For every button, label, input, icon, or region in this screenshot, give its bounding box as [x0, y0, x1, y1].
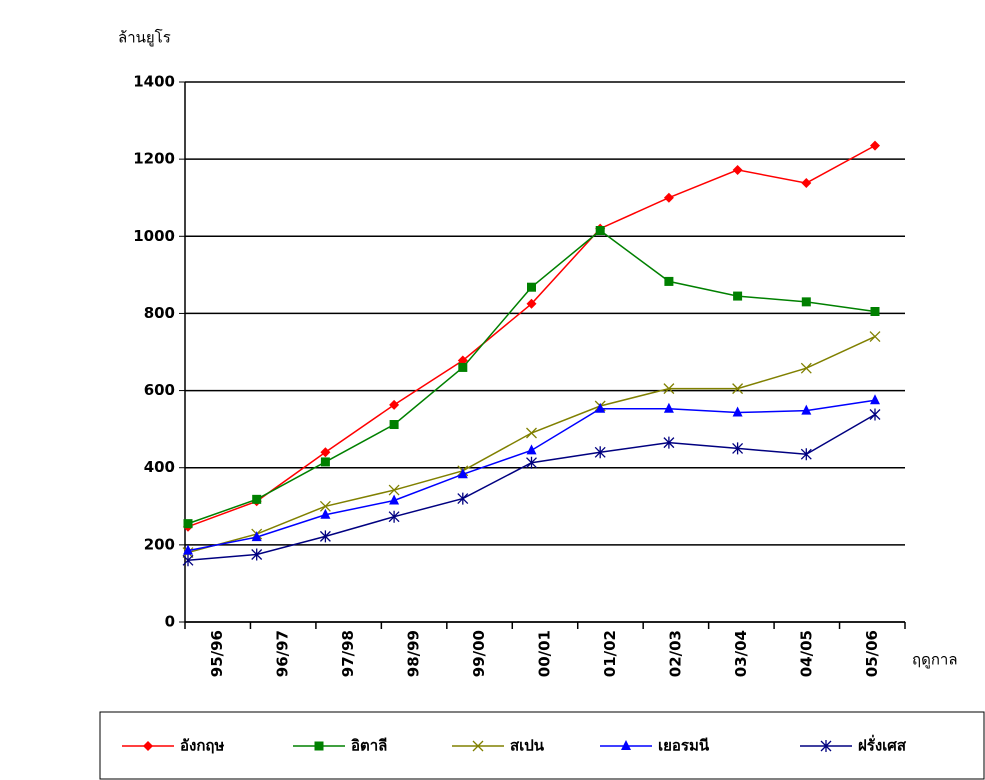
legend-box [99, 711, 985, 780]
y-tick-label: 1000 [133, 227, 175, 245]
x-tick-label: 97/98 [339, 630, 357, 677]
data-point [663, 402, 674, 413]
x-tick-label: 95/96 [208, 630, 226, 677]
x-tick-label: 99/00 [470, 630, 488, 677]
y-tick-label: 200 [144, 535, 175, 553]
x-tick-label: 98/99 [405, 630, 423, 677]
data-point [183, 519, 193, 529]
data-point [663, 192, 674, 203]
data-point [800, 362, 812, 374]
data-point [663, 383, 675, 395]
data-point [801, 178, 812, 189]
series-line [187, 144, 876, 528]
x-tick-label: 04/05 [797, 630, 815, 677]
y-axis-label: ล้านยูโร [118, 29, 171, 47]
legend-label: สเปน [510, 737, 545, 755]
data-point [182, 554, 194, 567]
data-point [320, 508, 331, 519]
data-point [527, 282, 536, 292]
data-point [732, 442, 744, 455]
y-tick-label: 800 [144, 304, 175, 322]
series-line [187, 399, 876, 552]
legend-label: ฝรั่งเศส [858, 735, 907, 755]
x-axis-label: ฤดูกาล [912, 651, 958, 669]
data-point [319, 500, 331, 512]
x-tick-label: 05/06 [863, 630, 881, 677]
data-point [320, 457, 330, 467]
data-point [389, 420, 399, 430]
y-tick-label: 1400 [133, 73, 175, 91]
data-point [869, 331, 881, 343]
data-point [389, 399, 400, 410]
data-point [870, 140, 880, 151]
x-tick-label: 00/01 [536, 630, 554, 677]
data-point [800, 448, 812, 461]
legend-label: อิตาลี [351, 737, 387, 755]
data-point [526, 427, 537, 439]
data-point [801, 297, 811, 307]
data-point [595, 402, 606, 413]
data-point [664, 276, 674, 286]
data-point [252, 494, 262, 504]
y-tick-label: 400 [144, 458, 175, 476]
data-point [320, 447, 331, 458]
legend-label: อังกฤษ [180, 737, 224, 755]
y-tick-label: 0 [165, 613, 175, 631]
data-point [732, 164, 743, 175]
legend-marker [143, 741, 153, 751]
x-tick-label: 01/02 [601, 630, 619, 677]
x-tick-label: 02/03 [666, 630, 684, 677]
series-line [187, 229, 876, 525]
data-point [526, 444, 537, 455]
data-point [526, 456, 537, 469]
legend-marker [820, 740, 832, 752]
data-point [389, 494, 400, 505]
data-point [458, 362, 468, 372]
data-point [732, 383, 744, 395]
legend-marker [621, 740, 631, 750]
data-point [869, 408, 881, 421]
series-line [187, 413, 876, 562]
data-point [733, 291, 743, 301]
data-point [801, 404, 812, 415]
data-point [319, 530, 331, 543]
legend-marker [314, 741, 324, 751]
data-point [457, 468, 468, 479]
data-point [663, 436, 675, 449]
data-point [732, 406, 743, 417]
data-point [183, 544, 193, 555]
data-point [595, 226, 605, 235]
data-point [870, 394, 880, 405]
data-point [251, 548, 263, 561]
data-point [870, 307, 880, 316]
data-point [388, 484, 400, 496]
data-point [457, 492, 469, 505]
y-tick-label: 1200 [133, 150, 175, 168]
data-point [594, 446, 606, 459]
legend-marker [472, 740, 484, 752]
x-tick-label: 03/04 [732, 630, 750, 677]
legend-label: เยอรมนี [658, 737, 710, 755]
data-point [388, 510, 400, 523]
y-tick-label: 600 [144, 381, 175, 399]
data-point [526, 298, 537, 309]
data-point [251, 531, 262, 542]
x-tick-label: 96/97 [274, 630, 292, 677]
